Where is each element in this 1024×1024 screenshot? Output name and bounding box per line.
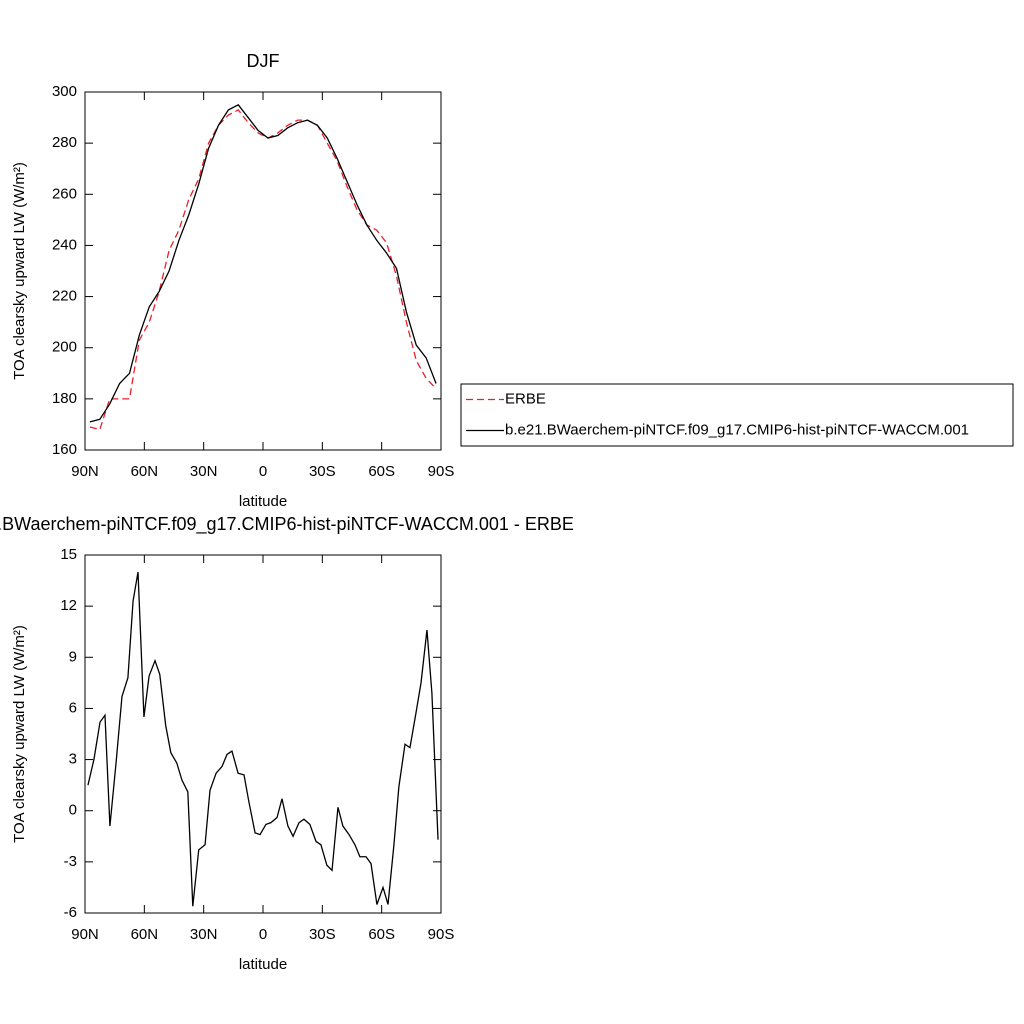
y-tick-label: 6 xyxy=(69,699,77,716)
x-tick-label: 30S xyxy=(309,463,336,480)
x-tick-label: 60S xyxy=(368,926,395,943)
legend-label: b.e21.BWaerchem-piNTCF.f09_g17.CMIP6-his… xyxy=(505,421,969,438)
legend-label: ERBE xyxy=(505,390,546,407)
x-axis-label: latitude xyxy=(239,956,287,973)
x-tick-label: 60N xyxy=(131,463,159,480)
x-axis-label: latitude xyxy=(239,493,287,510)
y-axis-label: TOA clearsky upward LW (W/m²) xyxy=(11,625,28,843)
y-tick-label: 240 xyxy=(52,236,77,253)
y-tick-label: 220 xyxy=(52,288,77,305)
x-tick-label: 0 xyxy=(259,926,267,943)
legend-box xyxy=(460,383,1014,447)
y-tick-label: 0 xyxy=(69,802,77,819)
data-line xyxy=(89,103,437,423)
y-tick-label: 3 xyxy=(69,751,77,768)
x-tick-label: 90S xyxy=(428,463,455,480)
y-tick-label: 280 xyxy=(52,134,77,151)
x-tick-label: 30N xyxy=(190,463,218,480)
y-tick-label: 160 xyxy=(52,441,77,458)
y-tick-label: 9 xyxy=(69,648,77,665)
x-tick-label: 0 xyxy=(259,463,267,480)
y-tick-label: 180 xyxy=(52,390,77,407)
y-tick-label: -6 xyxy=(64,904,77,921)
x-tick-label: 60N xyxy=(131,926,159,943)
x-tick-label: 30S xyxy=(309,926,336,943)
y-tick-label: 260 xyxy=(52,185,77,202)
plot-frame xyxy=(84,91,442,451)
data-line xyxy=(87,571,439,907)
x-tick-label: 90N xyxy=(71,926,99,943)
y-axis-label: TOA clearsky upward LW (W/m²) xyxy=(11,162,28,380)
y-tick-label: 300 xyxy=(52,83,77,100)
x-tick-label: 60S xyxy=(368,463,395,480)
y-tick-label: -3 xyxy=(64,853,77,870)
data-line xyxy=(89,109,437,431)
y-tick-label: 12 xyxy=(60,597,77,614)
plot-frame xyxy=(84,554,442,914)
x-tick-label: 30N xyxy=(190,926,218,943)
chart-title: b.e21.BWaerchem-piNTCF.f09_g17.CMIP6-his… xyxy=(0,514,574,535)
y-tick-label: 200 xyxy=(52,339,77,356)
chart-title: DJF xyxy=(247,51,280,71)
x-tick-label: 90S xyxy=(428,926,455,943)
x-tick-label: 90N xyxy=(71,463,99,480)
y-tick-label: 15 xyxy=(60,546,77,563)
